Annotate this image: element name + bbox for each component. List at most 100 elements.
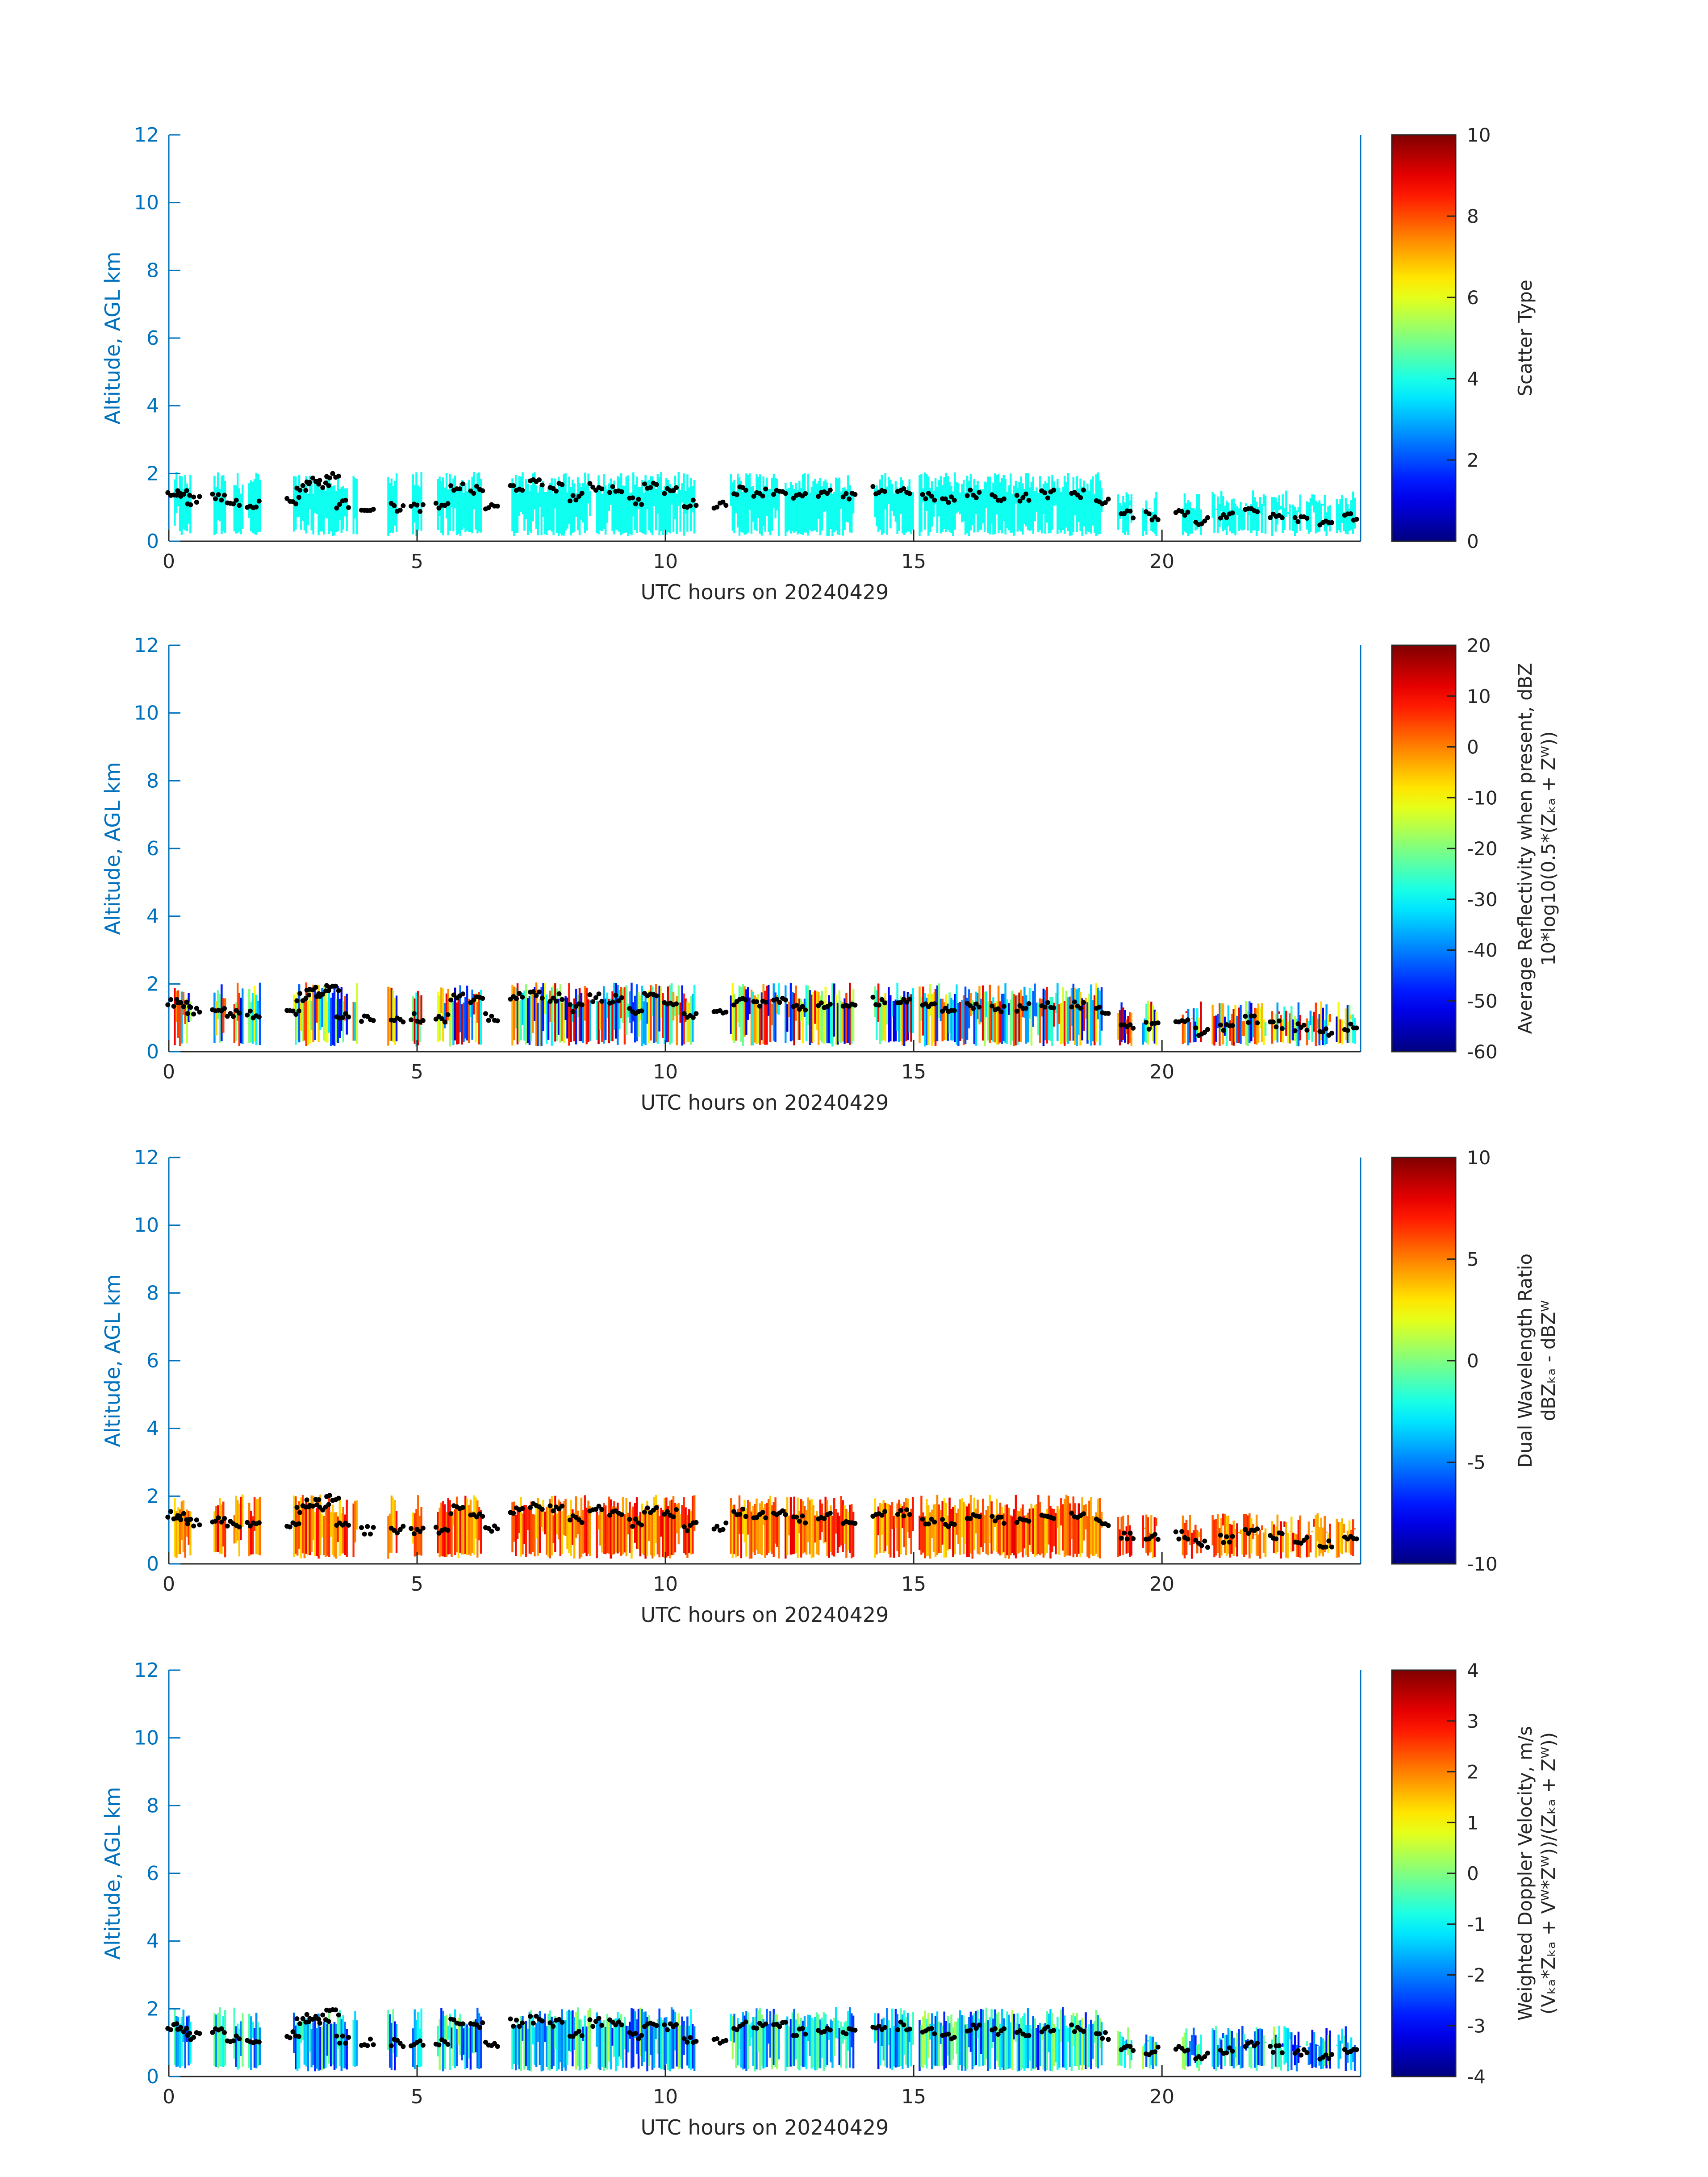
echo-column — [215, 1506, 217, 1552]
cloud-base-point — [553, 489, 559, 494]
echo-column — [337, 1516, 339, 1542]
cloud-base-point — [671, 488, 676, 493]
echo-column — [611, 2028, 614, 2046]
echo-column — [731, 482, 734, 531]
echo-column — [812, 481, 814, 531]
echo-column — [1259, 497, 1261, 514]
echo-column — [323, 1516, 325, 1555]
echo-column — [316, 2028, 318, 2069]
echo-column — [466, 1498, 468, 1555]
echo-column — [1144, 2043, 1146, 2052]
echo-column — [766, 986, 768, 1045]
cloud-base-point — [290, 2029, 296, 2035]
echo-column — [471, 989, 473, 1040]
cloud-base-point — [185, 2033, 190, 2038]
echo-column — [737, 2018, 739, 2066]
y-tick-label: 0 — [146, 1553, 159, 1575]
echo-column — [342, 1507, 344, 1554]
echo-column — [1225, 2035, 1228, 2054]
echo-column — [1353, 2045, 1356, 2071]
echo-column — [1144, 1018, 1146, 1042]
echo-column — [1001, 478, 1003, 534]
echo-column — [733, 994, 735, 1043]
echo-column — [451, 993, 453, 1040]
echo-column — [1095, 983, 1098, 1042]
cloud-base-point — [1185, 510, 1190, 515]
echo-column — [842, 488, 844, 536]
echo-column — [896, 982, 898, 1031]
echo-column — [759, 2007, 761, 2070]
echo-column — [540, 2018, 543, 2072]
echo-column — [511, 478, 514, 531]
cloud-base-point — [1205, 1027, 1210, 1032]
echo-column — [752, 486, 754, 522]
echo-column — [1227, 1515, 1230, 1554]
echo-column — [1042, 988, 1045, 1046]
echo-column — [420, 2008, 422, 2067]
cloud-base-point — [210, 491, 215, 497]
cloud-base-point — [943, 1006, 948, 1011]
echo-column — [896, 487, 898, 534]
echo-column — [589, 2008, 591, 2064]
cloud-base-point — [1051, 488, 1057, 493]
echo-column — [603, 1503, 605, 1554]
echo-column — [523, 2023, 526, 2070]
echo-column — [1316, 1018, 1319, 1029]
cloud-base-point — [898, 1000, 903, 1005]
echo-column — [1016, 1511, 1019, 1554]
echo-column — [985, 1510, 988, 1554]
echo-column — [1259, 1529, 1261, 1559]
cloud-base-point — [537, 477, 542, 482]
cloud-base-point — [825, 491, 830, 496]
echo-column — [754, 1504, 756, 1555]
echo-column — [912, 1497, 914, 1531]
echo-column — [340, 1513, 343, 1554]
echo-column — [823, 2012, 825, 2071]
cloud-base-point — [642, 481, 647, 487]
colorbar-tick-label: 20 — [1467, 635, 1491, 656]
echo-column — [1006, 1504, 1008, 1555]
echo-column — [518, 1001, 521, 1042]
echo-column — [898, 1500, 900, 1557]
echo-column — [926, 998, 928, 1045]
echo-column — [335, 2024, 338, 2068]
cloud-base-point — [783, 1512, 788, 1517]
echo-column — [664, 2018, 666, 2071]
echo-column — [737, 1003, 739, 1023]
echo-column — [1094, 2021, 1096, 2043]
echo-column — [233, 1004, 235, 1043]
y-tick-label: 0 — [146, 2065, 159, 2088]
echo-column — [1274, 2035, 1277, 2067]
echo-column — [778, 493, 780, 536]
cloud-base-point — [1042, 490, 1048, 496]
colorbar-label: Average Reflectivity when present, dBZ — [1514, 663, 1536, 1034]
echo-column — [889, 2028, 892, 2068]
echo-column — [932, 1504, 935, 1552]
echo-column — [1182, 1515, 1184, 1555]
echo-column — [1034, 1505, 1036, 1557]
echo-column — [766, 2009, 768, 2067]
echo-column — [1120, 506, 1123, 510]
echo-column — [217, 1505, 219, 1552]
echo-column — [888, 1504, 890, 1554]
echo-column — [980, 2009, 982, 2054]
cloud-base-point — [460, 1505, 465, 1510]
echo-column — [184, 1514, 186, 1558]
echo-column — [828, 995, 830, 1044]
echo-column — [331, 1504, 334, 1555]
cloud-base-point — [681, 2036, 687, 2041]
echo-column — [1217, 1514, 1219, 1553]
cloud-base-point — [495, 1018, 500, 1024]
cloud-base-point — [187, 493, 192, 498]
cloud-base-point — [530, 989, 536, 994]
echo-column — [989, 984, 991, 1043]
echo-column — [1083, 2028, 1085, 2065]
echo-column — [296, 2022, 299, 2071]
cloud-base-point — [1230, 510, 1235, 516]
cloud-base-point — [879, 997, 885, 1002]
x-tick-label: 15 — [901, 1061, 926, 1083]
echo-column — [757, 994, 760, 1044]
echo-column — [836, 479, 839, 535]
echo-column — [952, 2027, 954, 2060]
